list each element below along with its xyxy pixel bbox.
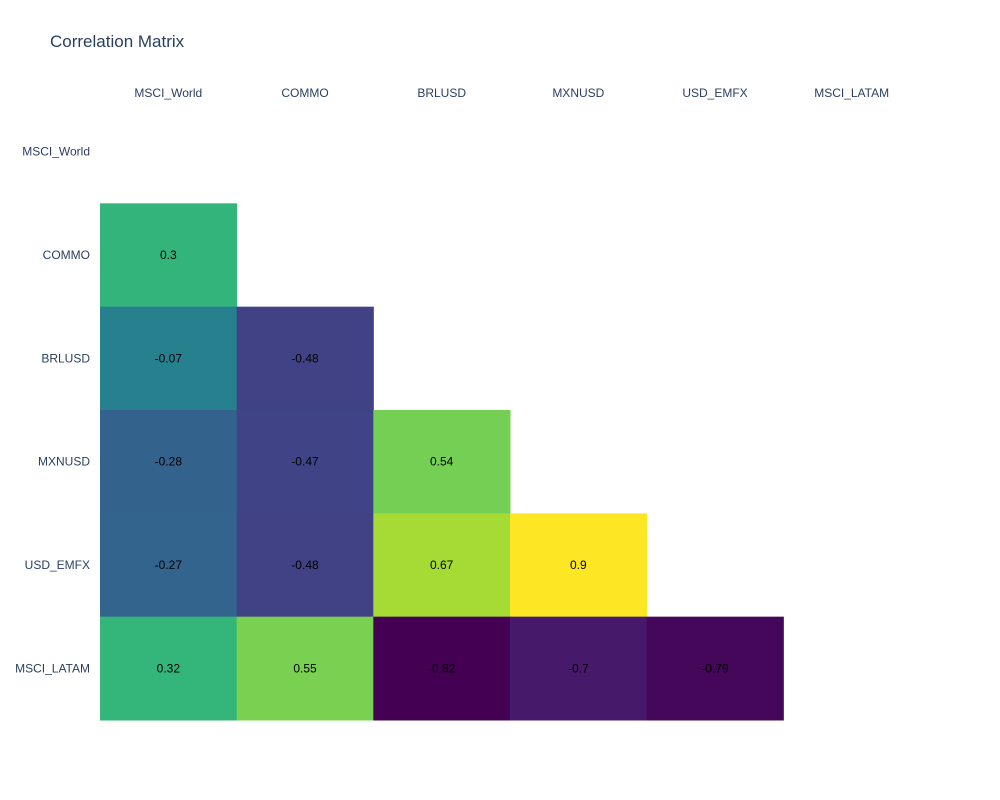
cell-value-label: 0.55 (293, 661, 317, 675)
heatmap-cell[interactable] (100, 306, 238, 411)
heatmap-cell[interactable] (373, 513, 511, 618)
cell-value-label: -0.48 (291, 351, 319, 365)
cell-value-label: 0.32 (157, 661, 181, 675)
y-tick-label: USD_EMFX (25, 558, 90, 572)
cell-value-label: -0.07 (155, 351, 183, 365)
cell-value-label: -0.28 (155, 455, 183, 469)
heatmap-cells: 0.3 -0.07 -0.48 -0.28 -0.47 0.54 -0.27 -0.48 0.6… (100, 203, 784, 721)
heatmap-cell[interactable] (236, 410, 374, 514)
cell-value-label: -0.27 (155, 558, 183, 572)
cell-value-label: 0.67 (430, 558, 454, 572)
x-tick-label: USD_EMFX (682, 86, 747, 100)
heatmap-cell[interactable] (100, 410, 238, 514)
heatmap-cell[interactable] (373, 616, 511, 721)
y-axis-ticks: MSCI_World COMMO BRLUSD MXNUSD USD_EMFX MSCI_… (15, 145, 90, 676)
heatmap-cell[interactable] (373, 410, 511, 514)
x-axis-ticks: MSCI_World COMMO BRLUSD MXNUSD USD_EMFX MSCI_… (134, 86, 889, 100)
heatmap-cell[interactable] (236, 513, 374, 618)
cell-value-label: 0.3 (160, 248, 177, 262)
heatmap-cell[interactable] (510, 513, 648, 618)
heatmap-cell[interactable] (646, 616, 784, 721)
cell-value-label: -0.7 (568, 661, 589, 675)
y-tick-label: BRLUSD (41, 351, 90, 365)
cell-value-label: -0.82 (428, 661, 456, 675)
x-tick-label: MXNUSD (552, 86, 604, 100)
cell-value-label: -0.48 (291, 558, 319, 572)
heatmap-cell[interactable] (510, 616, 648, 721)
y-tick-label: COMMO (43, 248, 90, 262)
heatmap-cell[interactable] (100, 203, 238, 308)
x-tick-label: MSCI_World (134, 86, 202, 100)
heatmap-cell[interactable] (236, 306, 374, 411)
y-tick-label: MXNUSD (38, 455, 90, 469)
x-tick-label: COMMO (281, 86, 328, 100)
x-tick-label: MSCI_LATAM (814, 86, 889, 100)
cell-value-label: -0.47 (291, 455, 319, 469)
heatmap-cell[interactable] (100, 513, 238, 618)
heatmap-cell[interactable] (100, 616, 238, 721)
cell-value-label: 0.54 (430, 455, 454, 469)
y-tick-label: MSCI_LATAM (15, 661, 90, 675)
heatmap-cell[interactable] (236, 616, 374, 721)
y-tick-label: MSCI_World (22, 145, 90, 159)
chart-title: Correlation Matrix (50, 32, 185, 51)
cell-value-label: 0.9 (570, 558, 587, 572)
x-tick-label: BRLUSD (417, 86, 466, 100)
cell-value-label: -0.79 (701, 661, 729, 675)
